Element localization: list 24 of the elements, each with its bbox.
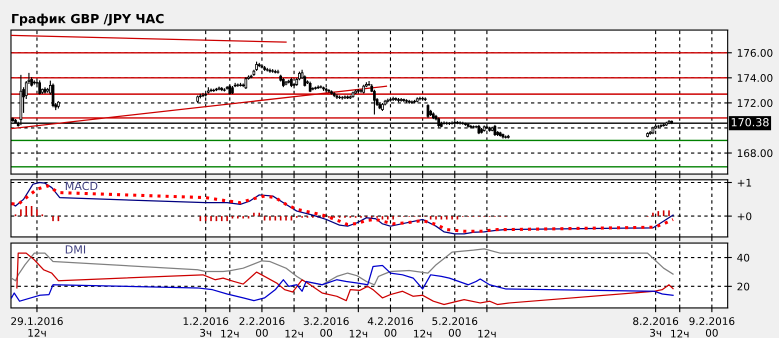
chart-title: График GBP /JPY ЧАС (12, 14, 164, 26)
y-tick-label: +1 (738, 178, 752, 186)
x-tick-label: 9.2.2016 00 (689, 317, 734, 337)
x-tick-label: 2.2.2016 00 (240, 317, 284, 337)
chart-title: MACD (66, 182, 98, 190)
x-tick-label: 12ч (478, 330, 496, 338)
x-tick-label: 12ч (286, 330, 303, 338)
x-tick-label: 12ч (350, 330, 368, 338)
chart-title: DMI (66, 245, 86, 254)
y-tick-label: 20 (737, 282, 750, 290)
y-tick-label: +0 (738, 212, 752, 220)
y-tick-label: 174.00 (738, 74, 772, 82)
y-tick-label: 40 (737, 254, 750, 262)
x-tick-label: 12ч (221, 330, 239, 338)
ref-line-label: 170.38 (732, 118, 769, 126)
y-tick-label: 172.00 (738, 99, 772, 107)
y-tick-label: 168.00 (738, 149, 772, 158)
x-tick-label: 29.1.2016 12ч (11, 317, 63, 337)
y-tick-label: 176.00 (738, 48, 772, 57)
x-tick-label: 12ч (671, 330, 688, 338)
x-tick-label: 12ч (414, 330, 432, 338)
x-tick-label: 4.2.2016 00 (368, 317, 414, 337)
x-tick-label: 5.2.2016 00 (432, 317, 478, 337)
x-tick-label: 3.2.2016 00 (304, 317, 349, 337)
